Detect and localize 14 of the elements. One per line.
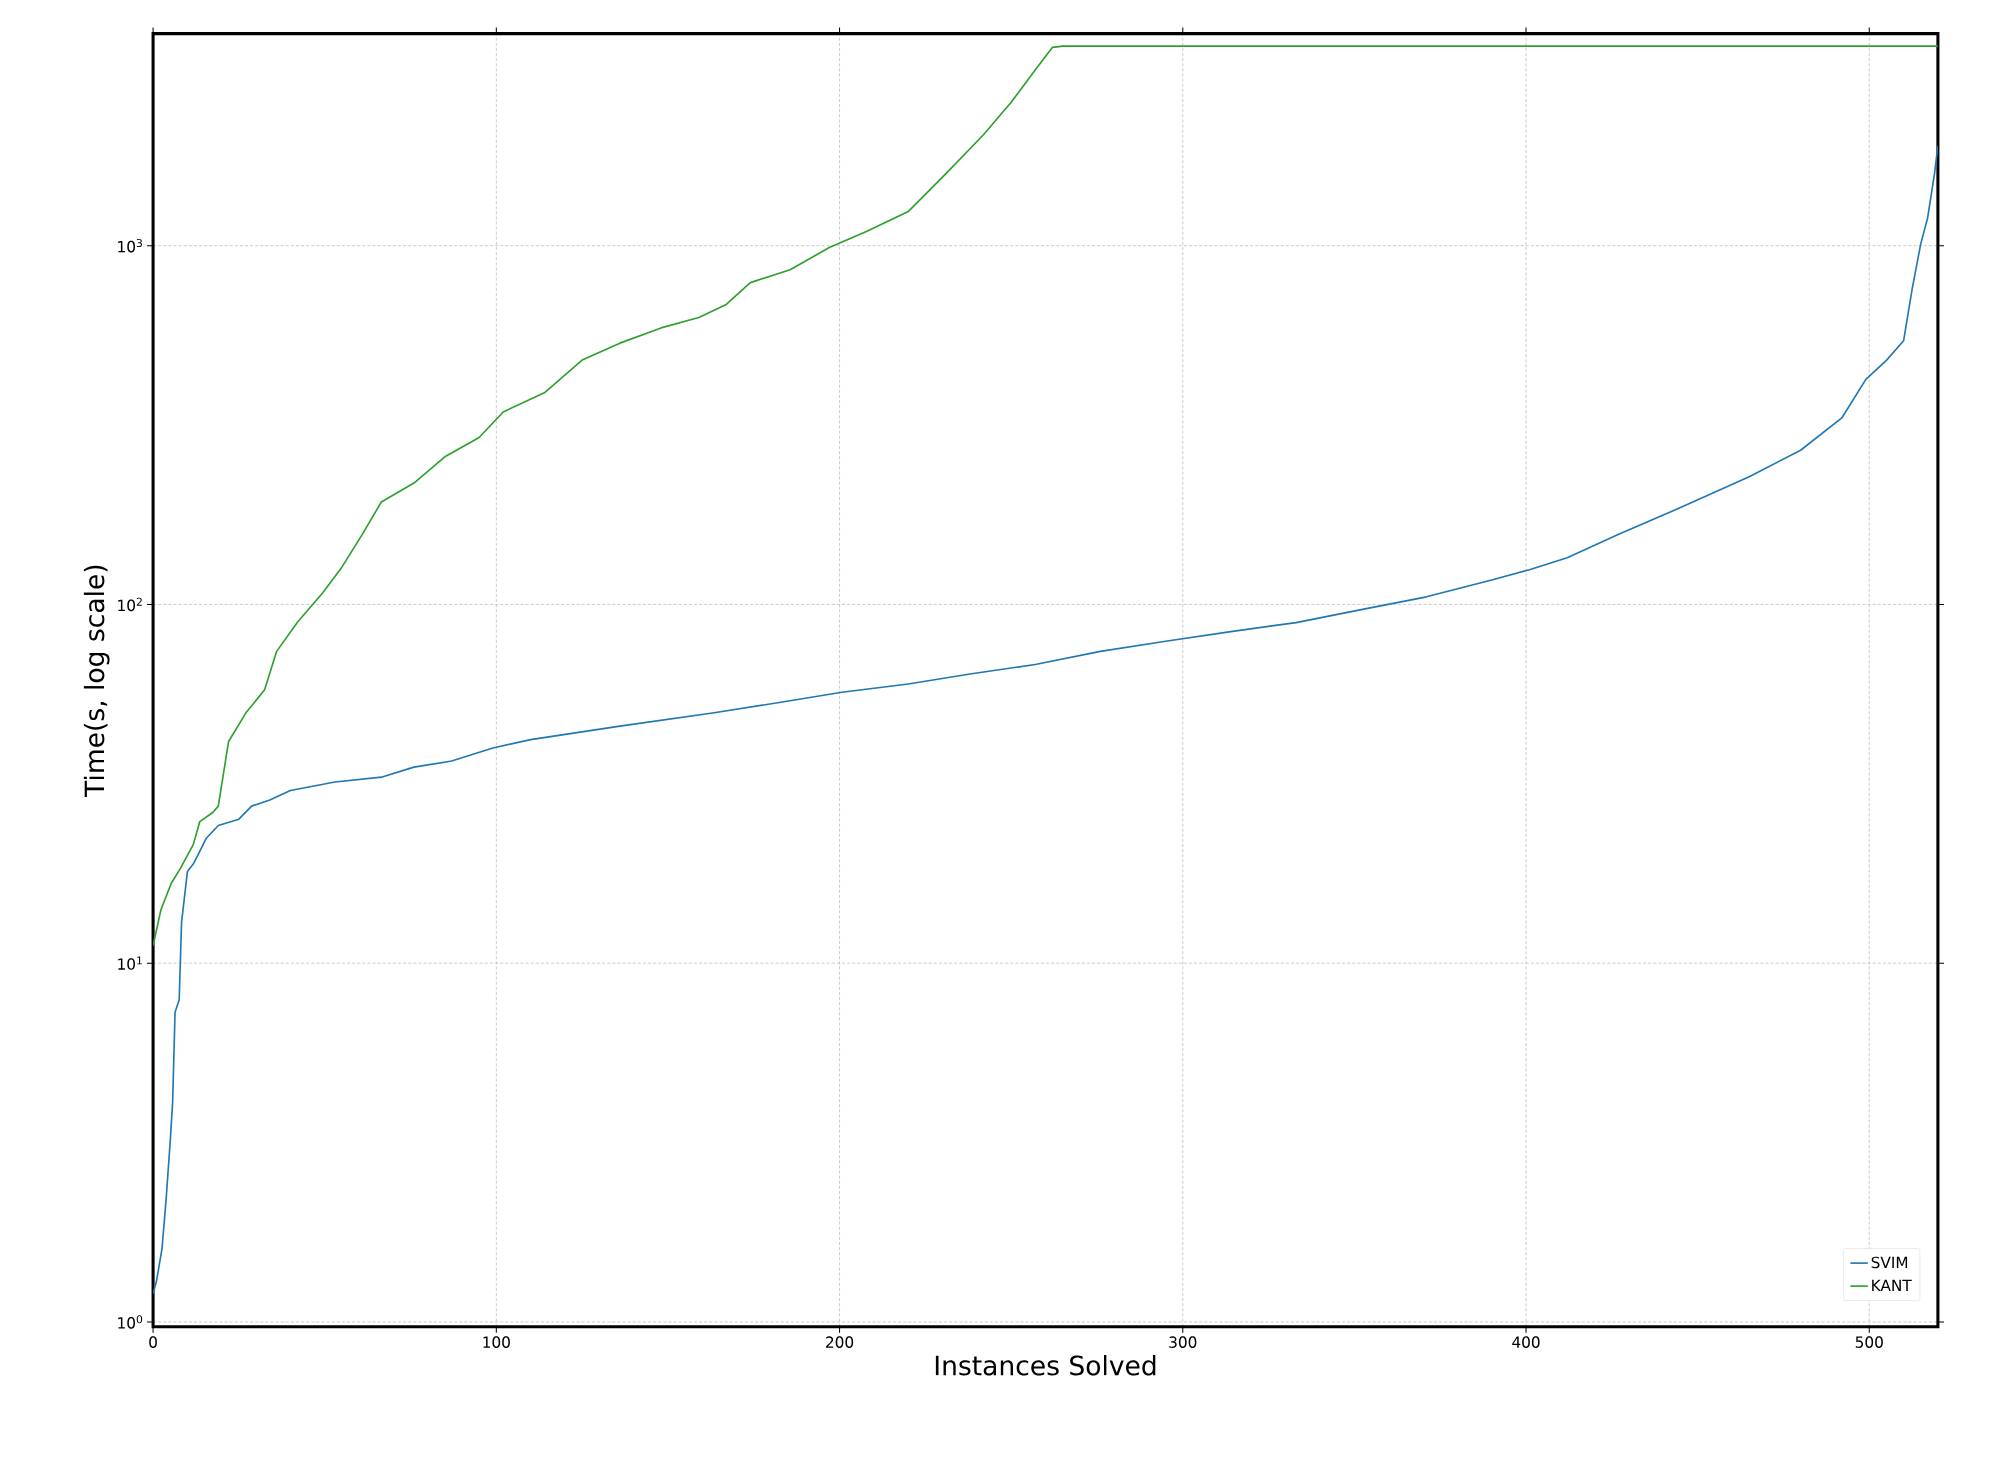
y-axis-title: Time(s, log scale)	[83, 565, 110, 797]
x-tick-label: 500	[1855, 1336, 1883, 1348]
x-tick-label: 400	[1512, 1336, 1540, 1348]
legend-label: SVIM	[1871, 1256, 1908, 1269]
y-tick-label: 10$^{1}$	[118, 956, 142, 970]
x-tick-label: 200	[826, 1336, 854, 1348]
x-tick-label: 0	[149, 1336, 157, 1348]
y-tick-label: 10$^{3}$	[118, 238, 142, 253]
x-axis-title: Instances Solved	[935, 1354, 1156, 1376]
y-tick-label: 10$^{2}$	[118, 597, 142, 612]
x-tick-label: 100	[483, 1336, 510, 1348]
legend-label: KANT	[1872, 1279, 1912, 1291]
y-tick-label: 10$^{0}$	[118, 1315, 143, 1329]
x-tick-label: 300	[1169, 1336, 1197, 1348]
